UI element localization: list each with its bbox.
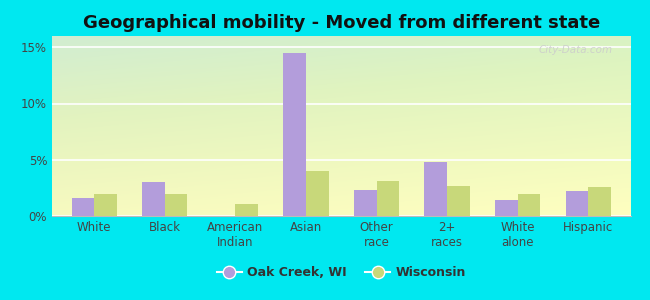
Bar (235, 204, 258, 216)
Bar (142, 182, 165, 216)
Text: City-Data.com: City-Data.com (539, 45, 613, 55)
Bar (306, 171, 328, 216)
Bar (447, 186, 470, 216)
Bar (424, 162, 447, 216)
Bar (72, 198, 94, 216)
Bar (495, 200, 517, 216)
Bar (566, 191, 588, 216)
Legend: Oak Creek, WI, Wisconsin: Oak Creek, WI, Wisconsin (212, 261, 471, 284)
Bar (354, 190, 376, 216)
Bar (283, 53, 306, 216)
Bar (517, 194, 540, 216)
Bar (588, 187, 611, 216)
Bar (376, 181, 399, 216)
Bar (94, 194, 117, 216)
Title: Geographical mobility - Moved from different state: Geographical mobility - Moved from diffe… (83, 14, 600, 32)
Bar (165, 194, 187, 216)
